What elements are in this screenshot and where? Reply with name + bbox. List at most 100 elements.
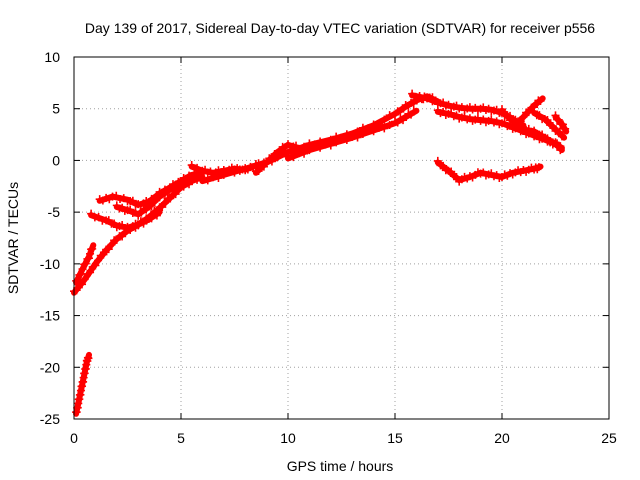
series-track-c-point	[166, 194, 175, 203]
series-track-i-point	[332, 138, 341, 147]
series-track-i-point	[369, 127, 378, 136]
series-track-c-line	[71, 174, 206, 296]
series-track-k-point	[419, 95, 428, 104]
series-track-i-point	[326, 141, 335, 150]
x-tick-label: 0	[70, 430, 78, 446]
series-track-h-point	[203, 176, 212, 185]
series-track-h-point	[380, 115, 389, 124]
y-tick-label: -20	[40, 359, 60, 375]
series-track-n-point	[511, 121, 520, 130]
y-tick-label: 0	[52, 152, 60, 168]
y-tick-labels: -25 -20 -15 -10 -5 0 5 10	[40, 49, 60, 427]
x-tick-label: 15	[387, 430, 403, 446]
series-track-h-point	[246, 163, 255, 172]
series-track-n-point	[536, 96, 545, 105]
x-tick-labels: 0 5 10 15 20 25	[70, 430, 617, 446]
series-track-j-point	[267, 154, 276, 163]
series-track-o-point	[555, 127, 564, 136]
series-track-c-point	[107, 240, 116, 249]
series-track-i-point	[380, 124, 389, 133]
series-track-h-point	[214, 174, 223, 183]
series-track-i-point	[342, 136, 351, 145]
y-tick-label: -15	[40, 308, 60, 324]
series-track-h-point	[209, 173, 218, 182]
series-track-i-point	[409, 107, 418, 116]
series-track-i-point	[358, 130, 367, 139]
data-series	[70, 89, 570, 417]
series-track-i-point	[353, 133, 362, 142]
series-track-q-point	[452, 172, 461, 181]
series-track-a-point	[84, 354, 93, 363]
x-tick-label: 25	[601, 430, 617, 446]
series-track-c-point	[78, 280, 87, 289]
series-track-j-point	[254, 167, 263, 176]
series-track-h-point	[305, 139, 314, 148]
series-track-c-point	[86, 268, 95, 277]
series-track-q-point	[433, 156, 442, 165]
series-track-o-point	[557, 132, 566, 141]
series-track-f-point	[150, 197, 159, 206]
series-track-h-point	[241, 166, 250, 175]
series-track-j-point	[262, 158, 271, 167]
series-track-h-point	[219, 170, 228, 179]
y-tick-label: -25	[40, 411, 60, 427]
series-track-i-point	[385, 121, 394, 130]
series-track-b-point	[86, 249, 95, 258]
series-track-f-point	[147, 201, 156, 210]
y-tick-label: 10	[44, 49, 60, 65]
series-track-n-point	[516, 117, 525, 126]
series-track-k-point	[411, 92, 420, 101]
series-track-p-point	[558, 120, 567, 129]
series-track-o-point	[543, 116, 552, 125]
series-track-h-point	[251, 160, 260, 168]
series-track-i-point	[321, 140, 330, 149]
series-track-i-point	[337, 135, 346, 144]
series-track-b-point	[73, 275, 82, 284]
y-tick-label: 5	[52, 101, 60, 117]
series-track-b-point	[81, 259, 90, 268]
x-tick-label: 10	[280, 430, 296, 446]
y-tick-label: -10	[40, 256, 60, 272]
series-track-e-point	[108, 192, 117, 201]
series-track-c-point	[99, 250, 108, 259]
series-track-i-point	[310, 142, 319, 151]
series-track-n-point	[519, 112, 528, 121]
series-track-m-point	[503, 111, 512, 120]
series-track-m-point	[556, 146, 565, 155]
series-track-p-point	[554, 115, 563, 124]
y-axis-label: SDTVAR / TECUs	[5, 182, 21, 294]
series-track-m-point	[498, 105, 506, 114]
series-track-c-point	[171, 190, 180, 199]
series-track-d-point	[87, 209, 96, 218]
series-track-q-point	[439, 161, 448, 170]
chart-title: Day 139 of 2017, Sidereal Day-to-day VTE…	[85, 20, 595, 36]
series-track-c-point	[94, 256, 103, 265]
plot-frame	[73, 56, 610, 420]
series-track-i-point	[316, 143, 325, 152]
series-track-h-point	[230, 168, 239, 177]
series-track-i-point	[305, 146, 314, 155]
series-track-q-point	[447, 167, 456, 176]
series-track-e-point	[116, 194, 125, 203]
series-track-c-point	[160, 198, 169, 207]
series-track-b-point	[72, 276, 81, 285]
x-tick-label: 5	[177, 430, 185, 446]
series-track-b-point	[78, 265, 87, 274]
series-track-j-point	[292, 141, 301, 150]
series-track-i-point	[300, 149, 309, 158]
series-track-b-point	[75, 270, 84, 279]
series-track-i-point	[289, 153, 298, 162]
x-axis-label: GPS time / hours	[287, 458, 394, 474]
series-track-c-point	[91, 261, 100, 270]
axis-ticks	[73, 56, 610, 420]
series-track-m-point	[554, 142, 563, 151]
series-track-q-point	[534, 163, 543, 172]
series-track-p-point	[551, 111, 560, 120]
series-track-h-point	[198, 175, 207, 184]
series-track-c-point	[104, 245, 113, 254]
series-track-c-point	[158, 203, 167, 212]
series-track-c-point	[80, 275, 89, 284]
series-track-p-point	[561, 124, 570, 133]
series-track-j-point	[259, 162, 268, 171]
